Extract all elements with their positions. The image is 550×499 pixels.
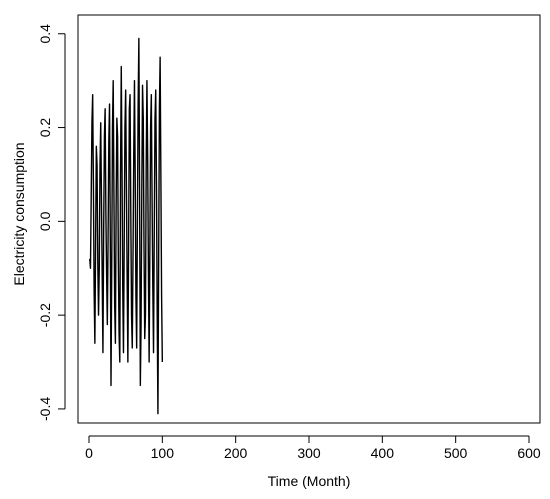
x-tick-label: 400	[371, 445, 395, 461]
y-axis: -0.4 -0.2 0.0 0.2 0.4	[37, 24, 66, 421]
y-tick-label: -0.4	[37, 397, 53, 421]
x-tick-label: 600	[517, 445, 541, 461]
y-tick-label: 0.4	[37, 24, 53, 44]
y-axis-title: Electricity consumption	[11, 142, 27, 285]
x-tick-label: 100	[151, 445, 175, 461]
y-tick-label: 0.2	[37, 118, 53, 138]
x-tick-label: 500	[444, 445, 468, 461]
y-tick-label: -0.2	[37, 303, 53, 327]
x-axis-title: Time (Month)	[268, 473, 351, 489]
x-axis: 0 100 200 300 400 500 600	[85, 435, 541, 461]
x-tick-label: 300	[297, 445, 321, 461]
series-line-1	[89, 37, 164, 415]
plot-frame	[77, 14, 541, 424]
y-tick-label: 0.0	[37, 211, 53, 231]
x-tick-label: 200	[224, 445, 248, 461]
x-tick-label: 0	[85, 445, 93, 461]
series-line-layer	[89, 37, 164, 415]
